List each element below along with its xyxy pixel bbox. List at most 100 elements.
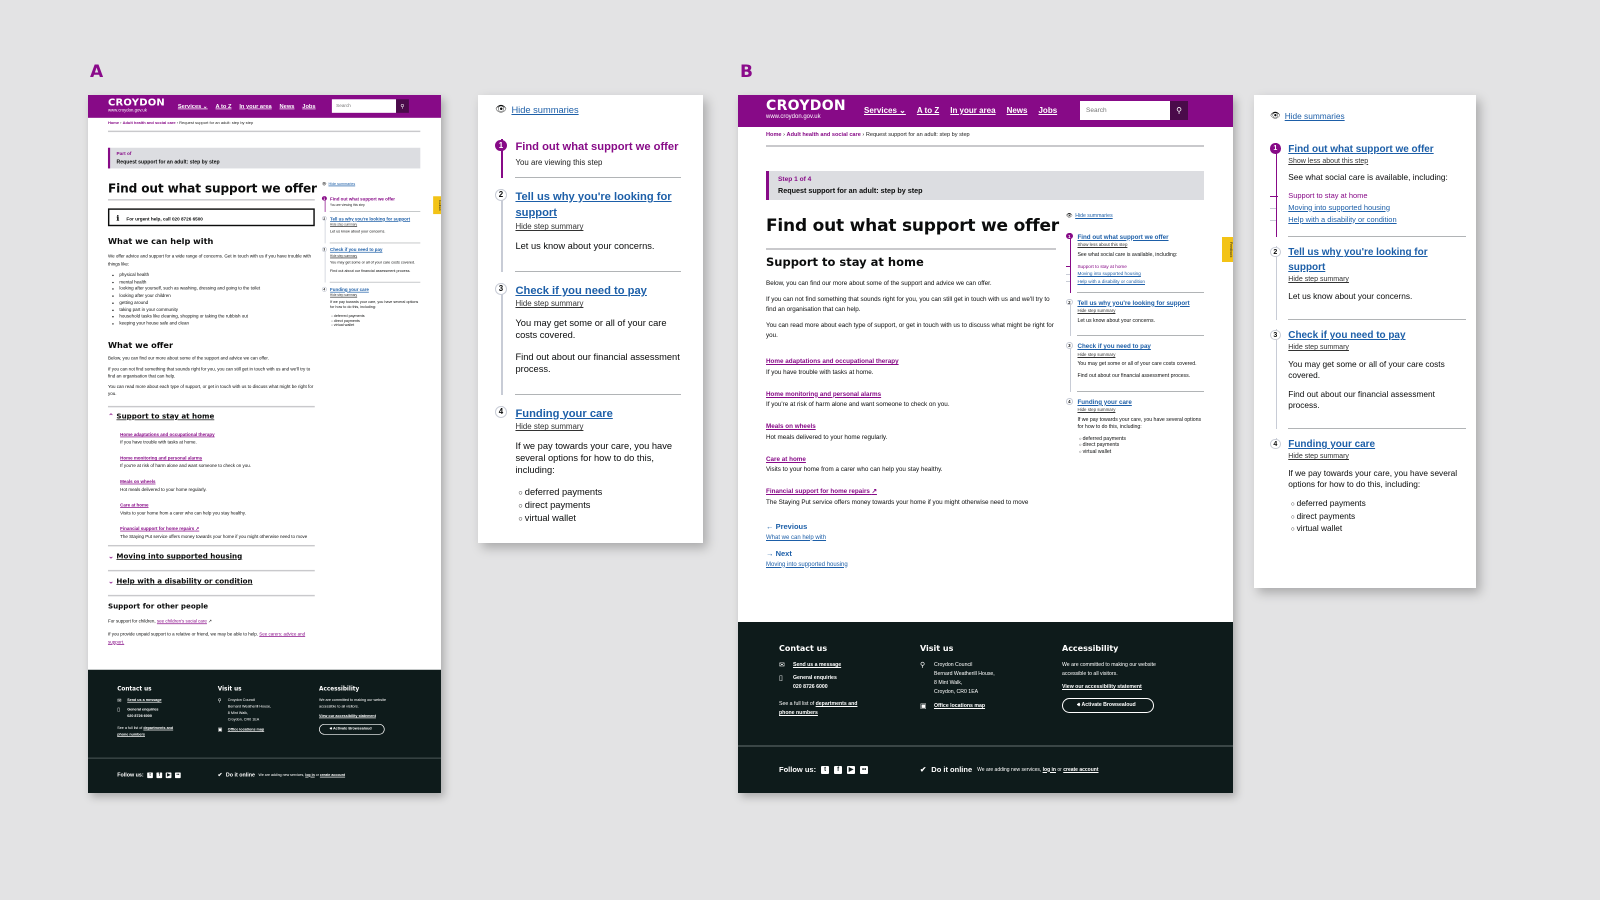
step-title-link[interactable]: Find out what support we offer <box>515 141 679 154</box>
step-sublink-item[interactable]: Moving into supported housing <box>1066 270 1204 277</box>
search-input[interactable] <box>331 99 397 113</box>
step-sublink[interactable]: Help with a disability or condition <box>1077 278 1145 284</box>
service-link[interactable]: Home monitoring and personal alarms <box>766 390 882 398</box>
step-title-link[interactable]: Funding your care <box>515 407 613 420</box>
create-account-link[interactable]: create account <box>1063 766 1099 773</box>
feedback-tab[interactable]: Feedback <box>433 196 441 215</box>
step-sublink[interactable]: Support to stay at home <box>1288 190 1368 200</box>
accordion-disability[interactable]: ⌄ Help with a disability or condition <box>107 577 253 586</box>
nav-services[interactable]: Services ⌄ <box>177 102 208 110</box>
create-account-link[interactable]: create account <box>319 772 346 778</box>
step-sublink-item[interactable]: Support to stay at home <box>1066 263 1204 270</box>
browsealoud-button[interactable]: 🔊︎ Activate Browsealoud <box>1062 698 1154 713</box>
hide-summaries[interactable]: 👁︎ Hide summaries <box>1270 110 1466 121</box>
office-map-link[interactable]: Office locations map <box>934 703 986 709</box>
nav-news[interactable]: News <box>279 102 295 110</box>
hide-summaries[interactable]: 👁︎ Hide summaries <box>495 104 681 115</box>
feedback-tab[interactable]: Feedback <box>1222 237 1233 262</box>
flickr-icon[interactable]: •• <box>175 772 181 778</box>
nav-a-to-z[interactable]: A to Z <box>215 102 232 110</box>
step-title-link[interactable]: Funding your care <box>330 287 369 293</box>
departments-link[interactable]: departments and phone numbers <box>779 701 858 716</box>
nav-services[interactable]: Services ⌄ <box>864 106 906 115</box>
service-link[interactable]: Meals on wheels <box>120 479 156 485</box>
service-link[interactable]: Financial support for home repairs ↗ <box>120 526 200 532</box>
carers-link[interactable]: See carers: advice and support. <box>107 631 306 645</box>
log-in-link[interactable]: log in <box>1042 766 1056 773</box>
step-sublink-item[interactable]: Moving into supported housing <box>1269 202 1466 214</box>
flickr-icon[interactable]: •• <box>860 765 869 774</box>
step-title-link[interactable]: Tell us why you're looking for support <box>1288 247 1428 274</box>
hide-summaries-link[interactable]: Hide summaries <box>1284 110 1345 121</box>
departments-link[interactable]: departments and phone numbers <box>117 726 174 737</box>
next-link[interactable]: Moving into supported housing <box>766 561 848 568</box>
step-sublink[interactable]: Help with a disability or condition <box>1288 214 1397 224</box>
youtube-icon[interactable]: ▶ <box>847 765 856 774</box>
step-title-link[interactable]: Check if you need to pay <box>1077 343 1151 351</box>
step-title-link[interactable]: Check if you need to pay <box>515 284 647 297</box>
search-button[interactable]: ⚲ <box>396 99 409 113</box>
croydon-logo[interactable]: CROYDON www.croydon.gov.uk <box>107 97 165 113</box>
step-title-link[interactable]: Tell us why you're looking for support <box>1077 299 1190 307</box>
hide-summaries-link[interactable]: Hide summaries <box>511 104 579 115</box>
step-summary-toggle[interactable]: Hide step summary <box>1288 453 1349 461</box>
nav-in-your-area[interactable]: In your area <box>950 106 996 115</box>
step-summary-toggle[interactable]: Hide step summary <box>515 422 584 432</box>
step-summary-toggle[interactable]: Hide step summary <box>515 222 584 232</box>
nav-a-to-z[interactable]: A to Z <box>916 106 940 115</box>
step-sublink-item[interactable]: Help with a disability or condition <box>1269 214 1466 226</box>
accordion-support-at-home[interactable]: ⌃ Support to stay at home <box>107 413 215 421</box>
step-title-link[interactable]: Check if you need to pay <box>330 247 383 253</box>
step-sublink-item[interactable]: Support to stay at home <box>1269 190 1466 202</box>
log-in-link[interactable]: log in <box>305 772 315 778</box>
step-title-link[interactable]: Funding your care <box>1288 439 1376 451</box>
facebook-icon[interactable]: f <box>834 765 843 774</box>
twitter-icon[interactable]: t <box>821 765 830 774</box>
service-link[interactable]: Care at home <box>766 455 806 463</box>
search-button[interactable]: ⚲ <box>1170 101 1188 120</box>
facebook-icon[interactable]: f <box>156 772 163 778</box>
step-title-link[interactable]: Check if you need to pay <box>1288 330 1406 342</box>
service-link[interactable]: Financial support for home repairs ↗ <box>766 488 877 495</box>
previous-link[interactable]: What we can help with <box>766 534 827 541</box>
service-link[interactable]: Home adaptations and occupational therap… <box>766 358 899 365</box>
hide-summaries-link[interactable]: Hide summaries <box>1075 213 1113 219</box>
twitter-icon[interactable]: t <box>147 772 153 778</box>
browsealoud-button[interactable]: 🔊︎ Activate Browsealoud <box>319 723 385 735</box>
step-summary-toggle[interactable]: Hide step summary <box>1288 344 1349 352</box>
step-title-link[interactable]: Tell us why you're looking for support <box>330 216 411 222</box>
step-summary-toggle[interactable]: Hide step summary <box>330 253 358 258</box>
step-sublink[interactable]: Moving into supported housing <box>1288 202 1390 212</box>
accessibility-statement-link[interactable]: View our accessibility statement <box>1062 684 1142 690</box>
service-link[interactable]: Meals on wheels <box>766 423 816 430</box>
nav-in-your-area[interactable]: In your area <box>239 102 272 110</box>
step-sublink[interactable]: Moving into supported housing <box>1077 271 1141 277</box>
breadcrumb-section[interactable]: Adult health and social care <box>122 121 176 126</box>
step-sublink[interactable]: Support to stay at home <box>1077 263 1127 269</box>
service-link[interactable]: Care at home <box>120 502 149 508</box>
breadcrumb-home[interactable]: Home <box>107 121 120 126</box>
step-title-link[interactable]: Funding your care <box>1077 398 1132 406</box>
breadcrumb-home[interactable]: Home <box>766 132 782 138</box>
childrens-care-link[interactable]: see children's social care <box>156 619 207 625</box>
step-summary-toggle[interactable]: Hide step summary <box>1077 351 1116 357</box>
hide-summaries-link[interactable]: Hide summaries <box>328 181 356 187</box>
send-message-link[interactable]: Send us a message <box>127 698 162 703</box>
send-message-link[interactable]: Send us a message <box>793 662 842 668</box>
step-summary-toggle[interactable]: Show less about this step <box>1077 241 1128 247</box>
step-title-link[interactable]: Find out what support we offer <box>1077 233 1169 241</box>
accessibility-statement-link[interactable]: View our accessibility statement <box>319 713 376 719</box>
service-link[interactable]: Home adaptations and occupational therap… <box>120 432 215 438</box>
breadcrumb-section[interactable]: Adult health and social care <box>786 132 861 138</box>
step-summary-toggle[interactable]: Hide step summary <box>330 222 358 227</box>
step-summary-toggle[interactable]: Show less about this step <box>1288 157 1369 165</box>
accordion-supported-housing[interactable]: ⌄ Moving into supported housing <box>107 552 243 561</box>
nav-jobs[interactable]: Jobs <box>1038 106 1058 115</box>
step-title-link[interactable]: Tell us why you're looking for support <box>515 190 672 220</box>
nav-news[interactable]: News <box>1006 106 1028 115</box>
croydon-logo[interactable]: CROYDON www.croydon.gov.uk <box>766 98 846 121</box>
service-link[interactable]: Home monitoring and personal alarms <box>120 455 203 461</box>
office-map-link[interactable]: Office locations map <box>227 727 265 732</box>
nav-jobs[interactable]: Jobs <box>302 102 316 110</box>
youtube-icon[interactable]: ▶ <box>165 772 172 778</box>
